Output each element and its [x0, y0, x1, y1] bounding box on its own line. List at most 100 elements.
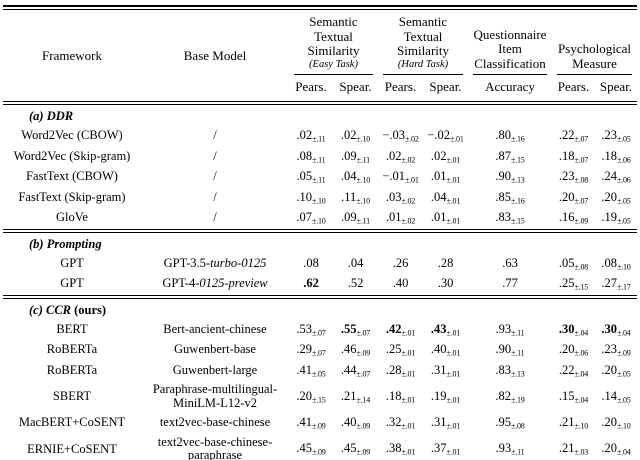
table-header: Framework Base Model Semantic Textual Simil…: [3, 5, 637, 101]
metric-value: .16: [558, 210, 575, 225]
metric-value: .93: [495, 441, 512, 456]
metric-value: .23: [601, 342, 618, 357]
metric-std: ±.01: [446, 369, 461, 379]
metric-value: .25: [385, 342, 402, 357]
metric-std: ±.01: [450, 134, 464, 144]
value-cell: .21±.10: [552, 413, 595, 434]
metric-value: .20: [601, 189, 618, 204]
metric-value: .28: [437, 255, 454, 270]
value-cell: .90±.13: [468, 167, 552, 188]
framework-cell: RoBERTa: [46, 342, 98, 357]
value-cell: .90±.11: [468, 340, 552, 361]
metric-std: ±.09: [312, 447, 326, 457]
metric-value: .23: [601, 128, 618, 143]
value-cell: .93±.11: [468, 434, 552, 460]
metric-value: .22: [558, 128, 575, 143]
metric-std: ±.10: [617, 262, 631, 272]
metric-value: .83: [495, 210, 512, 225]
value-cell: .22±.07: [552, 126, 595, 147]
value-cell: .27±.17: [595, 274, 637, 295]
text-segment: GPT-4-: [162, 276, 200, 291]
base-model-line: /: [141, 210, 289, 225]
metric-std: ±.01: [405, 175, 419, 185]
text-segment: /: [213, 169, 217, 184]
table-row: RoBERTa Guwenbert-large .41±.05.44±.07 .28 ±…: [3, 361, 637, 382]
metric-std: ±.09: [312, 421, 326, 431]
text-segment: /: [213, 189, 217, 204]
value-cell: .09±.11: [333, 147, 378, 168]
metric-std: ±.04: [617, 328, 631, 338]
metric-value: .20: [601, 415, 618, 430]
value-cell: .08±.10: [595, 254, 637, 275]
metric-value: .19: [430, 388, 447, 403]
group-header-line: Measure: [572, 55, 617, 71]
metric-std: ±.15: [312, 395, 326, 405]
framework-cell: BERT: [56, 321, 88, 336]
value-cell: .01±.01: [423, 208, 468, 229]
metric-value: .40: [430, 342, 447, 357]
metric-std: ±.07: [356, 328, 371, 338]
metric-value: .01: [430, 210, 447, 225]
metric-value: .20: [558, 189, 575, 204]
base-model-cell: /: [141, 167, 289, 188]
value-cell: .38±.01: [378, 434, 423, 460]
value-cell: .02±.02: [378, 147, 423, 168]
value-cell: .31±.01: [423, 361, 468, 382]
value-cell: −.01±.01: [378, 167, 423, 188]
metric-std: ±.01: [401, 421, 416, 431]
value-cell: .01±.01: [423, 167, 468, 188]
metric-std: ±.07: [312, 328, 326, 338]
value-cell: .02±.11: [289, 126, 333, 147]
group-header-label: Questionnaire Item Classification: [473, 23, 547, 76]
value-cell: .18±.01: [378, 381, 423, 413]
value-cell: .46±.09: [333, 340, 378, 361]
framework-cell: GloVe: [56, 210, 88, 225]
metric-value: .52: [347, 276, 364, 291]
base-model-cell: Guwenbert-large: [141, 361, 289, 382]
value-cell: .41±.05: [289, 361, 333, 382]
metric-value: .31: [430, 362, 447, 377]
metric-std: ±.08: [511, 421, 525, 431]
metric-value: .63: [502, 255, 518, 270]
top-rule: [3, 5, 637, 10]
base-model-cell: /: [141, 188, 289, 209]
value-cell: .20±.04: [595, 434, 637, 460]
table-row: GPT GPT-4-0125-preview .62.52.40.30.77.25±…: [3, 274, 637, 295]
metric-value: .41: [296, 415, 313, 430]
metric-std: ±.05: [617, 395, 631, 405]
value-cell: .44±.07: [333, 361, 378, 382]
framework-cell: Word2Vec (CBOW): [21, 128, 123, 143]
section-rule: [3, 228, 637, 233]
metric-value: .01: [385, 210, 402, 225]
value-cell: .95±.08: [468, 413, 552, 434]
framework-cell: RoBERTa: [46, 362, 98, 377]
value-cell: .19±.05: [595, 208, 637, 229]
text-segment: (ours): [71, 302, 107, 317]
col-header-base-model: Base Model: [183, 47, 247, 63]
metric-value: .28: [385, 362, 402, 377]
group-header-questionnaire-item-classification: Questionnaire Item Classification: [468, 10, 552, 76]
base-model-cell: /: [141, 147, 289, 168]
text-segment: Guwenbert-large: [172, 362, 258, 377]
text-segment: 0125-preview: [199, 276, 268, 291]
base-model-cell: Guwenbert-base: [141, 340, 289, 361]
base-model-line: /: [141, 128, 289, 143]
metric-value: .21: [558, 441, 575, 456]
metric-std: ±.16: [511, 134, 525, 144]
value-cell: .63: [468, 254, 552, 275]
value-cell: .26: [378, 254, 423, 275]
value-cell: .24±.06: [595, 167, 637, 188]
value-cell: .16±.09: [552, 208, 595, 229]
metric-value: .24: [601, 169, 618, 184]
group-header-row: Framework Base Model Semantic Textual Simil…: [3, 10, 637, 76]
value-cell: .02±.10: [333, 126, 378, 147]
base-model-line: Bert-ancient-chinese: [141, 322, 289, 337]
metric-value: .02: [296, 128, 313, 143]
table-row: FastText (CBOW) / .05±.11.04±.10 −.01±.01.0…: [3, 167, 637, 188]
metric-value: .77: [502, 276, 518, 291]
metric-std: ±.11: [356, 216, 371, 226]
value-cell: .41±.09: [289, 413, 333, 434]
text-segment: text2vec-base-chinese-: [157, 434, 273, 449]
value-cell: .04: [333, 254, 378, 275]
text-segment: /: [213, 210, 217, 225]
